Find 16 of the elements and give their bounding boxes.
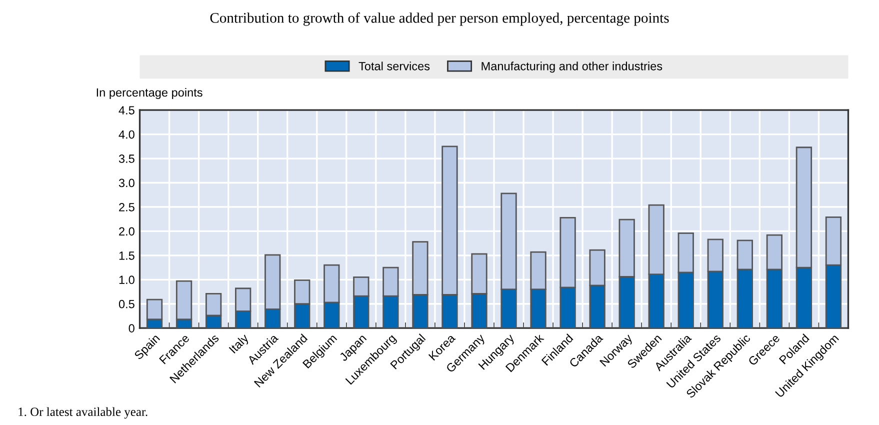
x-tick-label: Italy: [228, 332, 251, 356]
legend-label: Total services: [358, 62, 430, 70]
y-tick-label: 1.5: [119, 252, 134, 260]
y-tick-label: 0.5: [118, 300, 134, 308]
y-tick-label: 2.0: [119, 227, 134, 236]
y-tick-label: 3.0: [118, 178, 134, 188]
y-axis-title: In percentage points: [96, 88, 202, 99]
legend-label: Manufacturing and other industries: [482, 62, 662, 73]
y-tick-label: 4.0: [118, 130, 134, 139]
y-tick-label: 1.0: [119, 276, 134, 284]
y-tick-label: 0: [128, 324, 134, 332]
y-tick-label: 3.5: [118, 154, 134, 163]
text: 1. Or latest available year.: [18, 407, 148, 419]
y-tick-label: 2.5: [119, 203, 134, 212]
chart-title: Contribution to growth of value added per person employed, percentage points: [210, 12, 669, 26]
y-tick-label: 4.5: [118, 106, 134, 114]
